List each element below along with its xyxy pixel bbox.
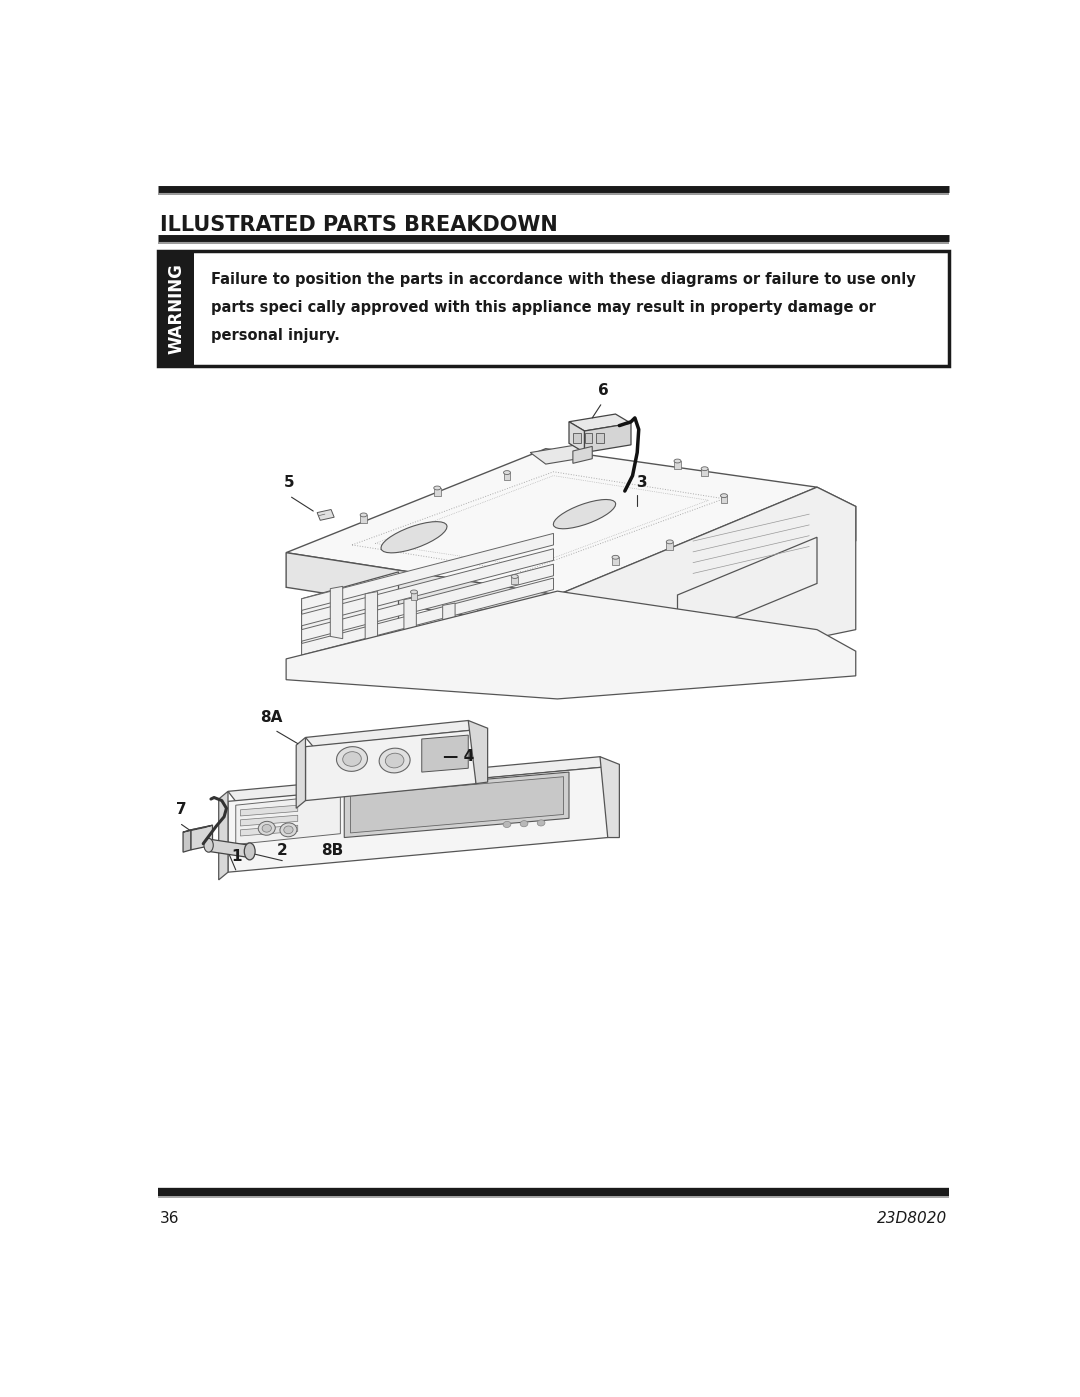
Bar xyxy=(360,515,367,522)
Polygon shape xyxy=(301,578,554,655)
Text: WARNING: WARNING xyxy=(167,263,185,353)
Bar xyxy=(666,542,673,549)
Polygon shape xyxy=(306,721,476,746)
Ellipse shape xyxy=(674,460,681,462)
Ellipse shape xyxy=(503,471,511,475)
Bar xyxy=(511,577,518,584)
Text: 6: 6 xyxy=(597,383,608,398)
Bar xyxy=(674,461,681,469)
Ellipse shape xyxy=(258,821,275,835)
Polygon shape xyxy=(183,830,191,852)
Polygon shape xyxy=(241,805,298,816)
Polygon shape xyxy=(286,448,816,595)
Bar xyxy=(701,469,708,476)
Ellipse shape xyxy=(244,842,255,861)
Ellipse shape xyxy=(410,590,418,594)
Text: personal injury.: personal injury. xyxy=(211,328,340,342)
Polygon shape xyxy=(301,564,554,641)
Polygon shape xyxy=(296,738,306,809)
Ellipse shape xyxy=(379,749,410,773)
Ellipse shape xyxy=(521,820,528,827)
Bar xyxy=(159,251,194,366)
Text: 23D8020: 23D8020 xyxy=(877,1211,947,1227)
Ellipse shape xyxy=(434,486,441,490)
Ellipse shape xyxy=(284,826,293,834)
Polygon shape xyxy=(469,721,488,784)
Polygon shape xyxy=(330,587,342,638)
Ellipse shape xyxy=(503,821,511,827)
Polygon shape xyxy=(191,826,213,849)
Ellipse shape xyxy=(262,824,271,833)
Polygon shape xyxy=(530,444,592,464)
Polygon shape xyxy=(584,423,631,453)
Ellipse shape xyxy=(612,556,619,559)
Polygon shape xyxy=(350,777,564,833)
Polygon shape xyxy=(306,729,476,800)
Polygon shape xyxy=(318,510,334,520)
Ellipse shape xyxy=(204,838,213,852)
Polygon shape xyxy=(286,553,557,630)
Polygon shape xyxy=(600,757,619,838)
Ellipse shape xyxy=(280,823,297,837)
Text: 5: 5 xyxy=(284,475,295,490)
Ellipse shape xyxy=(337,746,367,771)
Bar xyxy=(159,251,948,366)
Bar xyxy=(572,433,581,443)
Polygon shape xyxy=(569,414,631,432)
Text: 8A: 8A xyxy=(260,710,283,725)
Text: — 4: — 4 xyxy=(444,749,475,764)
Polygon shape xyxy=(208,840,249,858)
Polygon shape xyxy=(569,422,584,453)
Polygon shape xyxy=(301,549,554,626)
Polygon shape xyxy=(241,826,298,835)
Polygon shape xyxy=(228,767,608,872)
Bar xyxy=(410,592,418,599)
Ellipse shape xyxy=(381,521,447,553)
Polygon shape xyxy=(241,816,298,826)
Bar xyxy=(584,433,592,443)
Polygon shape xyxy=(477,608,490,661)
Text: 36: 36 xyxy=(160,1211,179,1227)
Text: parts speci cally approved with this appliance may result in property damage or: parts speci cally approved with this app… xyxy=(211,300,876,316)
Polygon shape xyxy=(301,534,554,610)
Polygon shape xyxy=(677,538,816,641)
Text: Failure to position the parts in accordance with these diagrams or failure to us: Failure to position the parts in accorda… xyxy=(211,272,916,288)
Ellipse shape xyxy=(666,539,673,543)
Polygon shape xyxy=(572,447,592,464)
Polygon shape xyxy=(512,613,525,666)
Polygon shape xyxy=(228,757,608,802)
Polygon shape xyxy=(183,826,213,833)
Ellipse shape xyxy=(537,820,545,826)
Ellipse shape xyxy=(511,574,518,578)
Polygon shape xyxy=(816,488,855,541)
Bar xyxy=(434,488,441,496)
Ellipse shape xyxy=(701,467,708,471)
Polygon shape xyxy=(443,604,455,655)
Polygon shape xyxy=(345,773,569,838)
Ellipse shape xyxy=(386,753,404,768)
Bar xyxy=(503,472,511,481)
Polygon shape xyxy=(218,791,228,880)
Polygon shape xyxy=(286,591,855,698)
Text: ILLUSTRATED PARTS BREAKDOWN: ILLUSTRATED PARTS BREAKDOWN xyxy=(160,215,557,235)
Text: 7: 7 xyxy=(176,802,187,817)
Polygon shape xyxy=(301,571,399,661)
Polygon shape xyxy=(557,488,855,668)
Bar xyxy=(612,557,619,564)
Ellipse shape xyxy=(720,493,728,497)
Polygon shape xyxy=(422,735,469,773)
Text: 2: 2 xyxy=(276,844,287,858)
Bar xyxy=(596,433,604,443)
Bar xyxy=(720,496,728,503)
Ellipse shape xyxy=(553,500,616,528)
Polygon shape xyxy=(235,795,340,844)
Text: 3: 3 xyxy=(637,475,648,490)
Ellipse shape xyxy=(342,752,362,767)
Polygon shape xyxy=(365,591,378,644)
Text: 1: 1 xyxy=(231,848,242,863)
Ellipse shape xyxy=(360,513,367,517)
Polygon shape xyxy=(404,598,416,650)
Text: 8B: 8B xyxy=(321,844,343,858)
